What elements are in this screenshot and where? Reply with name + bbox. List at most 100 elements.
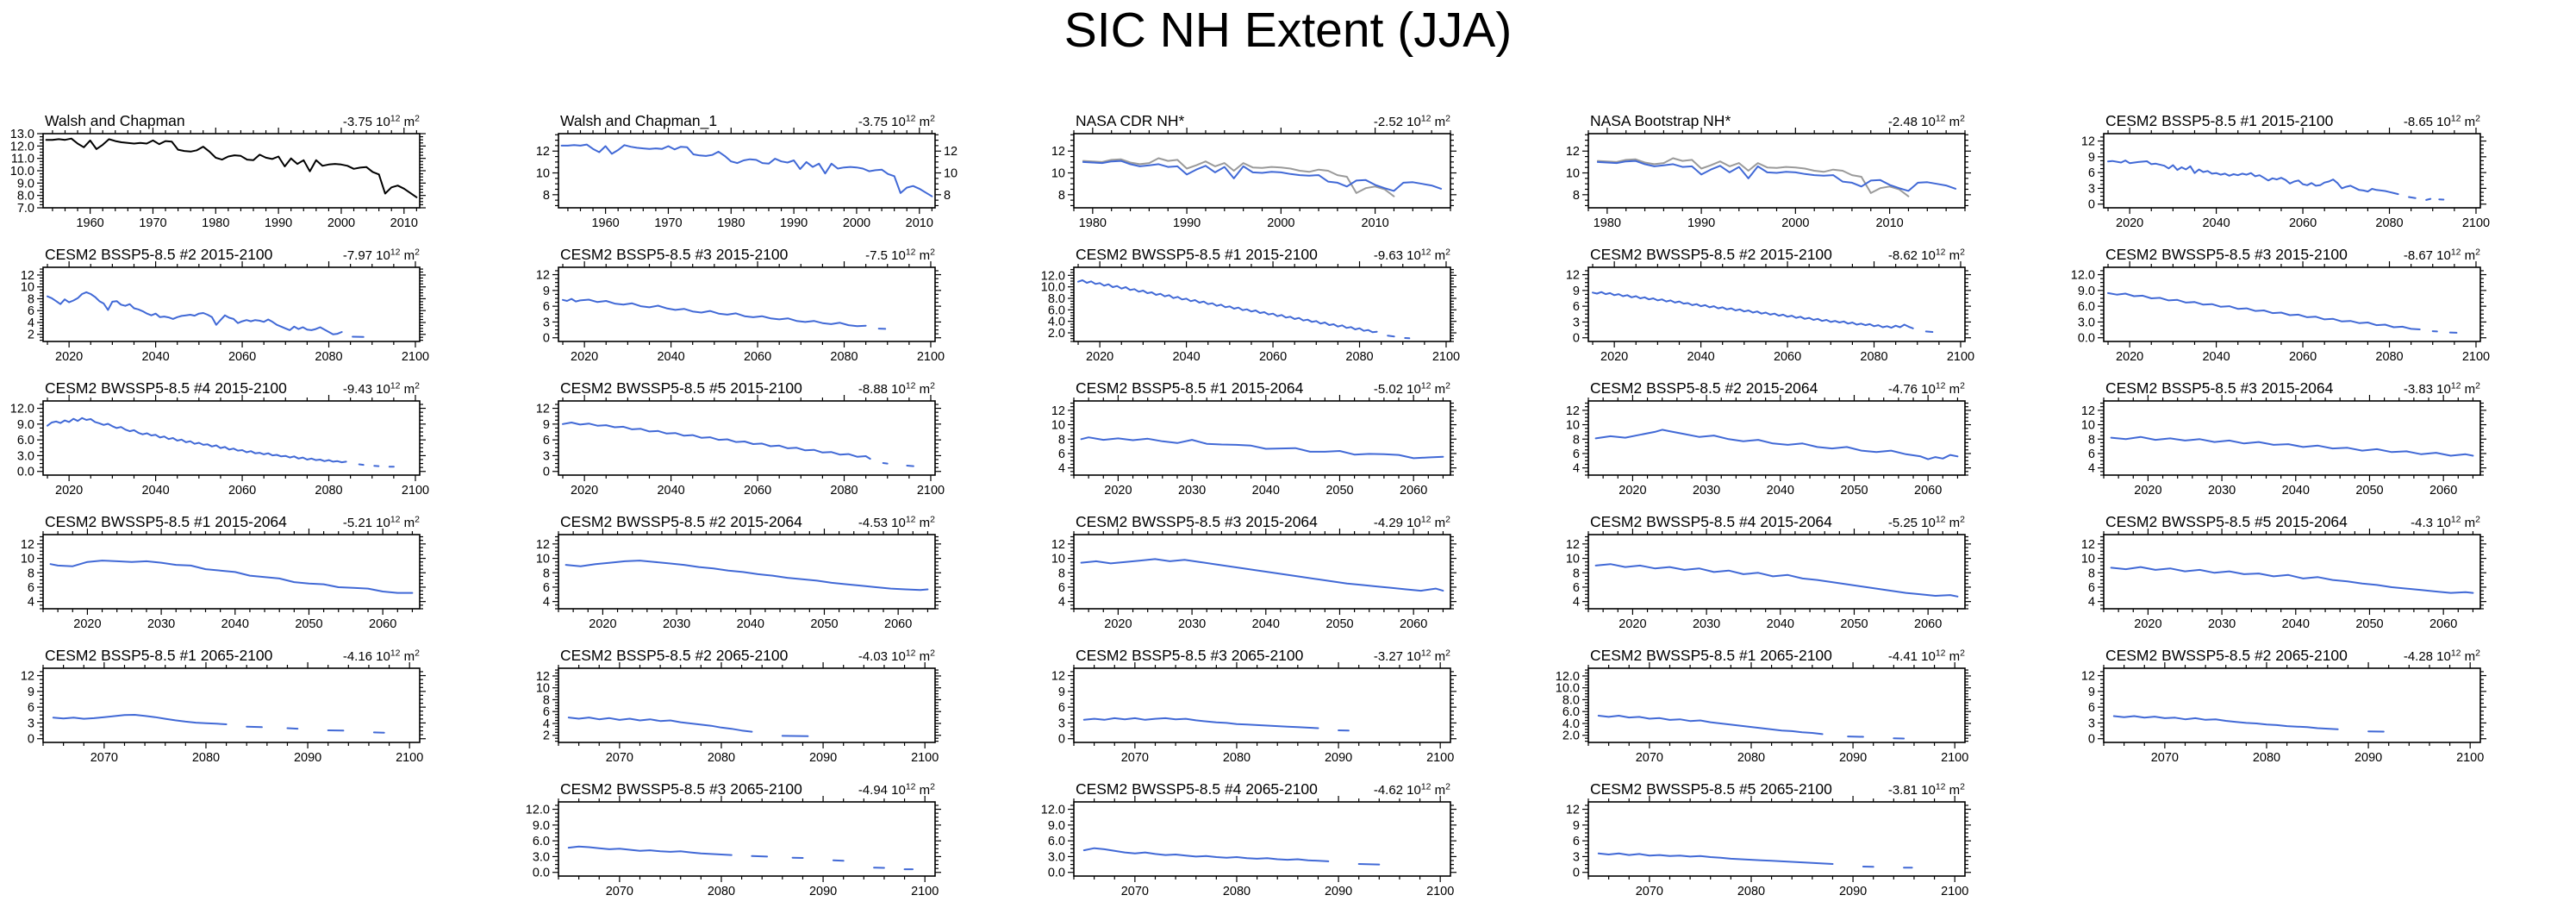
x-tick-label: 2040 [657,484,684,498]
x-tick-label: 2050 [2356,617,2384,631]
plot-box [557,133,936,209]
chart-panel-cesm2-bssp5-8-5-1-2065-2100: CESM2 BSSP5-8.5 #1 2065-2100 -4.16 1012 m… [21,647,426,765]
y-tick-label: 10 [536,682,550,696]
y-tick-label: 0 [2088,733,2095,747]
y-tick-label: 8 [543,567,550,580]
panel-title: CESM2 BWSSP5-8.5 #5 2015-2100 [560,379,802,397]
x-tick-label: 2070 [1636,751,1663,765]
axis-ticks [552,796,941,882]
x-tick-label: 2040 [736,617,764,631]
y-tick-label: 6 [2088,701,2095,715]
panel-trend-value: -3.75 1012 m2 [343,115,420,129]
y-tick-label: 8 [1573,567,1580,580]
chart-panel-nasa-cdr-nh: NASA CDR NH* -2.52 1012 m2 1980 1990 2000 201… [1051,112,1456,230]
x-tick-label: 2040 [2203,216,2230,230]
y-tick-label: 6 [543,434,550,448]
x-tick-label: 2080 [1737,885,1765,898]
y-tick-label: 9.0 [17,177,34,191]
x-tick-label: 2100 [2456,751,2484,765]
chart-panel-cesm2-bwssp5-8-5-5-2065-2100: CESM2 BWSSP5-8.5 #5 2065-2100 -3.81 1012 … [1566,780,1972,898]
y-tick-label: 10.0 [1556,682,1580,696]
x-tick-label: 2100 [1431,350,1459,364]
y-tick-label: 8.0 [1047,292,1064,306]
x-tick-label: 2070 [606,885,633,898]
x-tick-label: 1970 [139,216,166,230]
x-tick-label: 2090 [1839,885,1867,898]
panel-trend-value: -5.25 1012 m2 [1888,516,1965,530]
y-tick-label-right: 10 [944,167,957,181]
data-series-segment [2107,160,2399,196]
y-tick-label: 2 [543,729,550,743]
x-tick-label: 2100 [917,484,945,498]
plot-box [2103,400,2481,476]
y-tick-label: 6 [2088,166,2095,180]
y-tick-label: 3 [1573,316,1580,329]
x-tick-label: 1980 [202,216,229,230]
panel-trend-value: -4.3 1012 m2 [2411,516,2480,530]
x-tick-label: 2020 [2116,216,2143,230]
panel-title: CESM2 BSSP5-8.5 #2 2015-2064 [1590,379,1818,397]
panel-title: CESM2 BSSP5-8.5 #3 2015-2064 [2105,379,2334,397]
x-tick-label: 2080 [315,484,342,498]
x-tick-label: 1970 [654,216,682,230]
plot-box [1072,534,1451,610]
data-series-segment [1082,847,1329,862]
x-tick-label: 2080 [1861,350,1888,364]
panel-title: Walsh and Chapman [45,112,185,129]
axis-ticks [1067,529,1456,615]
x-tick-label: 2050 [1841,484,1868,498]
plot-box [557,801,936,877]
y-tick-label: 11.0 [11,153,34,166]
y-tick-label-right: 12 [944,145,957,159]
y-tick-label: 9 [543,418,550,432]
x-tick-label: 2000 [327,216,355,230]
x-tick-label: 2080 [1345,350,1373,364]
x-tick-label: 2090 [1839,751,1867,765]
y-tick-label: 12.0 [526,804,550,817]
y-tick-label: 6 [543,300,550,314]
y-tick-label: 6 [28,304,34,318]
x-tick-label: 2100 [1941,885,1968,898]
x-tick-label: 2060 [228,484,256,498]
y-tick-label: 12 [21,538,34,552]
x-tick-label: 2090 [809,751,837,765]
x-tick-label: 2030 [2208,484,2236,498]
y-tick-label: 10 [536,553,550,567]
y-tick-label: 6.0 [533,835,550,848]
data-series-segment [2110,435,2474,457]
x-tick-label: 2020 [55,484,83,498]
panel-title: CESM2 BWSSP5-8.5 #3 2015-2100 [2105,246,2348,263]
x-tick-label: 1980 [1078,216,1106,230]
y-tick-label: 4 [2088,596,2095,610]
y-tick-label: 6 [28,581,34,595]
x-tick-label: 2080 [1222,885,1250,898]
x-tick-label: 2090 [2355,751,2382,765]
plot-box [1072,400,1451,476]
panel-trend-value: -5.02 1012 m2 [1373,382,1450,397]
x-tick-label: 2000 [843,216,870,230]
plot-box [42,133,421,209]
panel-trend-value: -7.97 1012 m2 [343,248,420,263]
panel-title: Walsh and Chapman_1 [560,112,717,130]
y-tick-label: 6.0 [17,434,34,448]
data-series-segment [2425,197,2432,201]
chart-panel-cesm2-bwssp5-8-5-3-2065-2100: CESM2 BWSSP5-8.5 #3 2065-2100 -4.94 1012 … [526,780,941,898]
y-tick-label: 12.0 [1040,804,1064,817]
x-tick-label: 2010 [1876,216,1904,230]
chart-panel-cesm2-bwssp5-8-5-4-2015-2064: CESM2 BWSSP5-8.5 #4 2015-2064 -5.25 1012 … [1566,513,1972,631]
chart-panel-cesm2-bwssp5-8-5-3-2015-2064: CESM2 BWSSP5-8.5 #3 2015-2064 -4.29 1012 … [1051,513,1456,631]
axis-ticks [552,529,941,615]
y-tick-label: 12.0 [2071,269,2095,283]
panel-title: CESM2 BWSSP5-8.5 #4 2015-2064 [1590,513,1832,530]
x-tick-label: 2100 [917,350,945,364]
plot-box [42,266,421,342]
panel-trend-value: -8.65 1012 m2 [2404,115,2480,129]
panel-trend-value: -8.62 1012 m2 [1888,248,1965,263]
x-tick-label: 2080 [708,885,735,898]
x-tick-label: 2060 [1400,484,1427,498]
x-tick-label: 2040 [1687,350,1715,364]
chart-panel-cesm2-bwssp5-8-5-1-2065-2100: CESM2 BWSSP5-8.5 #1 2065-2100 -4.41 1012 … [1556,647,1972,765]
plot-box [1072,266,1451,342]
y-tick-label: 0 [28,733,34,747]
y-tick-label: 12 [2081,670,2095,684]
